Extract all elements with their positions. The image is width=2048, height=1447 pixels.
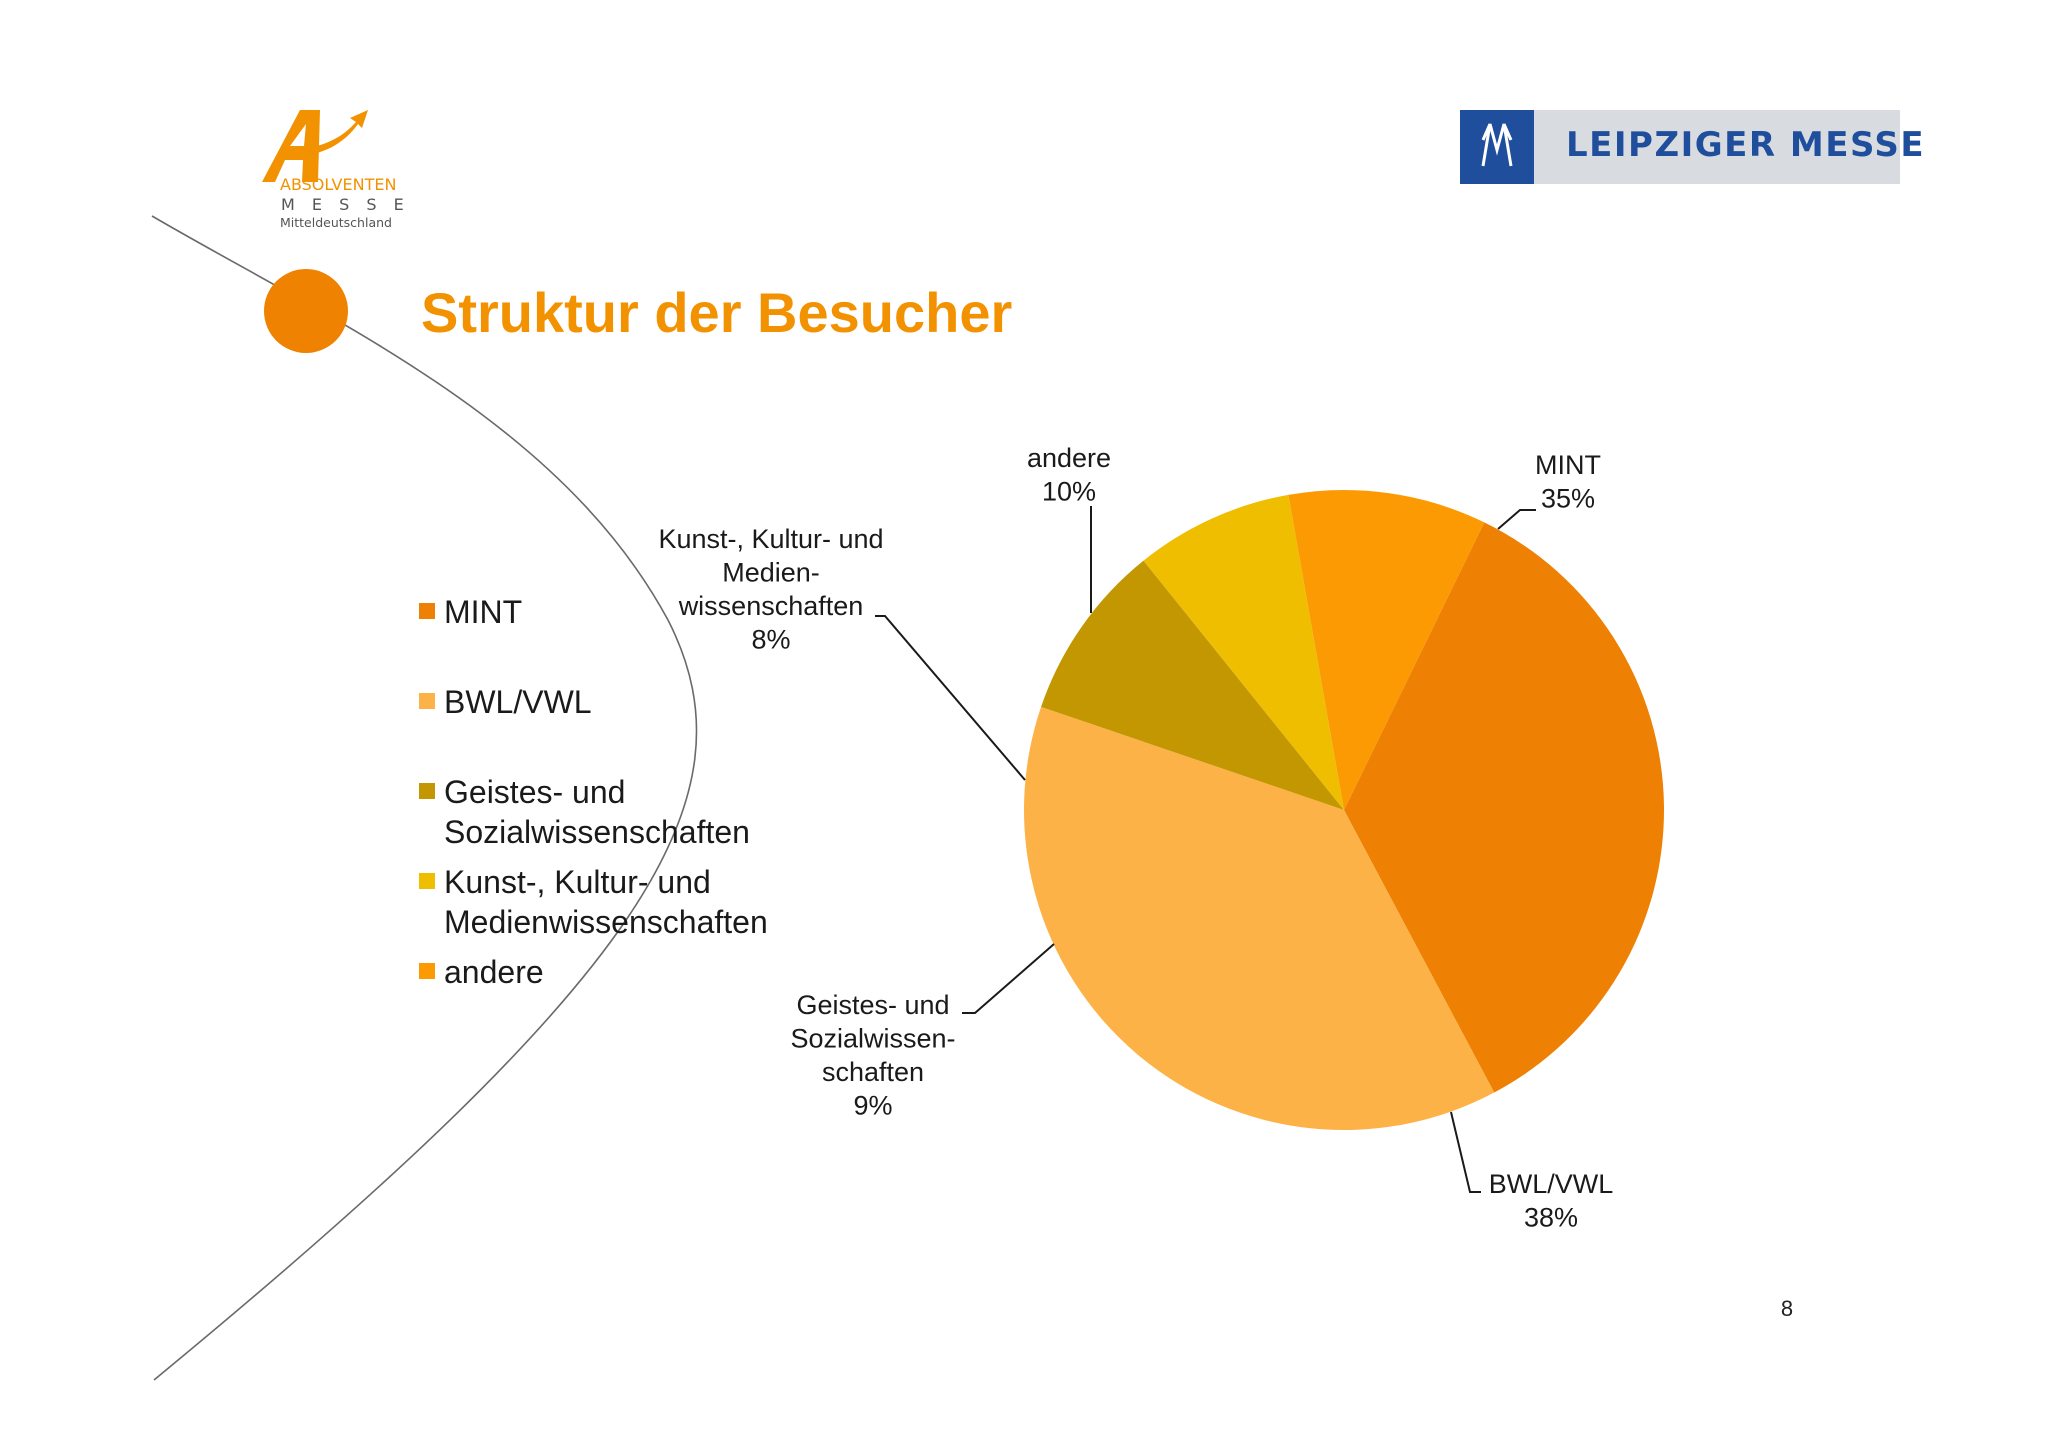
logo-line-region: Mitteldeutschland (280, 215, 392, 230)
leader-line-bwl (1450, 1111, 1481, 1193)
data-label-kunst: Kunst-, Kultur- und Medien-wissenschaften… (658, 524, 883, 655)
legend-label-kunst: Kunst-, Kultur- und Medienwissenschaften (444, 864, 768, 940)
leader-line-mint (1497, 509, 1536, 530)
logo-text-box (1534, 110, 1900, 184)
pie-slice-kunst (1143, 494, 1344, 810)
legend-swatch-andere (419, 963, 435, 979)
legend-swatch-bwl (419, 693, 435, 709)
legend-label-andere: andere (444, 954, 544, 990)
legend-swatch-kunst (419, 873, 435, 889)
logo-a-mark (262, 110, 320, 182)
legend-swatch-geistes (419, 783, 435, 799)
data-label-bwl: BWL/VWL 38% (1489, 1169, 1614, 1233)
logo-line-absolventen: ABSOLVENTEN (280, 175, 396, 194)
legend-item-geistes: Geistes- und Sozialwissenschaften (419, 774, 750, 850)
leader-line-kunst (875, 615, 1026, 781)
pie-slice-mint (1344, 522, 1665, 1093)
logo-line-messe: M E S S E (281, 195, 410, 214)
leipziger-messe-logo: LEIPZIGER MESSE (1460, 110, 1925, 184)
legend-item-mint: MINT (419, 594, 522, 630)
slide-title: Struktur der Besucher (421, 281, 1012, 344)
pie-chart (1024, 490, 1665, 1130)
absolventen-messe-logo: ABSOLVENTEN M E S S E Mitteldeutschland (262, 110, 410, 230)
pie-slice-bwl (1024, 706, 1495, 1130)
mm-logo-icon (1481, 123, 1513, 167)
data-labels: MINT 35% BWL/VWL 38% Geistes- und Sozialwisse… (658, 443, 1613, 1233)
legend-item-andere: andere (419, 954, 544, 990)
data-label-geistes: Geistes- und Sozialwissen-schaften 9% (790, 990, 955, 1121)
pie-slice-geistes (1041, 560, 1344, 810)
legend-item-kunst: Kunst-, Kultur- und Medienwissenschaften (419, 864, 768, 940)
legend-item-bwl: BWL/VWL (419, 684, 592, 720)
pie-slice-andere (1288, 490, 1485, 810)
legend-label-geistes: Geistes- und Sozialwissenschaften (444, 774, 750, 850)
logo-arrow-mark (292, 110, 368, 156)
page-number: 8 (1781, 1296, 1793, 1321)
logo-wordmark: LEIPZIGER MESSE (1566, 125, 1925, 165)
legend-swatch-mint (419, 603, 435, 619)
chart-legend: MINT BWL/VWL Geistes- und Sozialwissenschaf… (419, 594, 768, 990)
decorative-curve (151, 215, 698, 1381)
decorative-orange-dot (264, 269, 348, 353)
leader-line-geistes (962, 943, 1055, 1014)
data-label-mint: MINT 35% (1535, 450, 1601, 514)
legend-label-bwl: BWL/VWL (444, 684, 592, 720)
legend-label-mint: MINT (444, 594, 522, 630)
data-label-andere: andere 10% (1027, 443, 1111, 507)
